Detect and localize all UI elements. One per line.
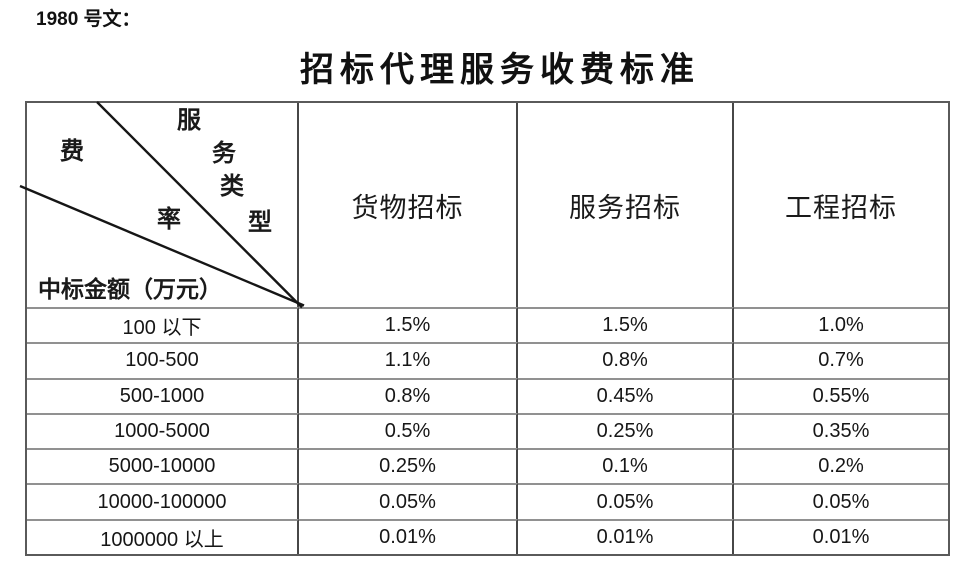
column-header-engineering: 工程招标 bbox=[785, 192, 897, 223]
row6-amount-cell: 10000-100000 bbox=[27, 483, 299, 519]
row4-amount-cell: 1000-5000 bbox=[27, 412, 299, 449]
corner-label-service-char-1: 服 bbox=[177, 108, 201, 134]
row2-amount-cell: 100-500 bbox=[27, 342, 299, 378]
row6-engineering-cell: 0.05% bbox=[734, 483, 948, 518]
fee-table: 服 务 类 型 费 率 中标金额（万元） 货物招标 服务招标 工程招标 100 … bbox=[25, 101, 950, 556]
column-header-goods: 货物招标 bbox=[299, 103, 518, 307]
row7-amount-cell: 1000000 以上 bbox=[27, 518, 299, 554]
corner-label-fee-char-1: 费 bbox=[60, 139, 84, 165]
corner-label-fee-char-2: 率 bbox=[157, 207, 181, 233]
doc-number-label: 1980 号文： bbox=[36, 9, 141, 30]
corner-label-service-char-2: 务 bbox=[212, 141, 236, 167]
corner-amount-label: 中标金额（万元） bbox=[38, 277, 222, 302]
row1-goods-cell: 1.5% bbox=[299, 307, 518, 343]
row4-engineering-cell: 0.35% bbox=[734, 412, 948, 448]
row7-service-cell: 0.01% bbox=[518, 518, 734, 554]
row5-amount-cell: 5000-10000 bbox=[27, 448, 299, 484]
corner-label-service-char-4: 型 bbox=[248, 210, 272, 236]
row1-amount-cell: 100 以下 bbox=[27, 307, 299, 343]
row2-engineering-cell: 0.7% bbox=[734, 342, 948, 377]
row5-engineering-cell: 0.2% bbox=[734, 448, 948, 483]
row3-goods-cell: 0.8% bbox=[299, 377, 518, 413]
row5-goods-cell: 0.25% bbox=[299, 448, 518, 484]
page-title: 招标代理服务收费标准 bbox=[300, 52, 700, 89]
row3-service-cell: 0.45% bbox=[518, 377, 734, 413]
row4-goods-cell: 0.5% bbox=[299, 412, 518, 449]
row5-service-cell: 0.1% bbox=[518, 448, 734, 484]
row7-goods-cell: 0.01% bbox=[299, 518, 518, 554]
corner-label-service-char-3: 类 bbox=[220, 174, 244, 200]
row6-goods-cell: 0.05% bbox=[299, 483, 518, 519]
column-header-service: 服务招标 bbox=[518, 103, 734, 307]
row2-goods-cell: 1.1% bbox=[299, 342, 518, 378]
table-corner-cell: 服 务 类 型 费 率 中标金额（万元） bbox=[27, 103, 299, 307]
row1-service-cell: 1.5% bbox=[518, 307, 734, 343]
row7-engineering-cell: 0.01% bbox=[734, 518, 948, 554]
row1-engineering-cell: 1.0% bbox=[734, 307, 948, 342]
row3-amount-cell: 500-1000 bbox=[27, 377, 299, 413]
row2-service-cell: 0.8% bbox=[518, 342, 734, 378]
row4-service-cell: 0.25% bbox=[518, 412, 734, 449]
row3-engineering-cell: 0.55% bbox=[734, 377, 948, 413]
row6-service-cell: 0.05% bbox=[518, 483, 734, 519]
